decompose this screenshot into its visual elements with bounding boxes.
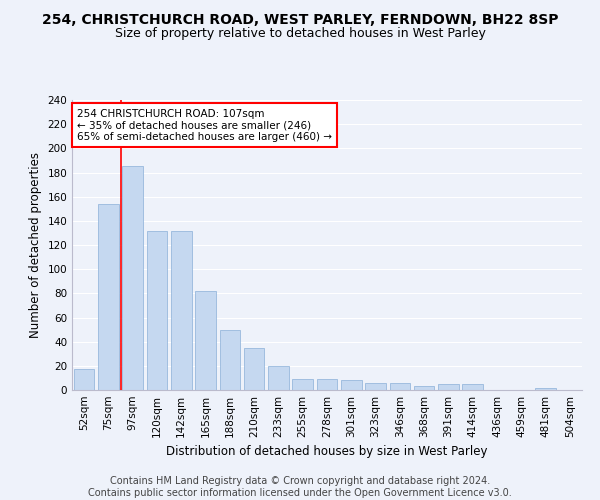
Bar <box>244 348 265 390</box>
Bar <box>414 386 434 390</box>
Text: Size of property relative to detached houses in West Parley: Size of property relative to detached ho… <box>115 28 485 40</box>
Bar <box>122 166 143 390</box>
Bar <box>317 379 337 390</box>
Bar <box>146 230 167 390</box>
Bar <box>535 388 556 390</box>
Bar <box>463 384 483 390</box>
Bar <box>268 366 289 390</box>
Bar <box>389 383 410 390</box>
Text: 254 CHRISTCHURCH ROAD: 107sqm
← 35% of detached houses are smaller (246)
65% of : 254 CHRISTCHURCH ROAD: 107sqm ← 35% of d… <box>77 108 332 142</box>
Bar <box>220 330 240 390</box>
Bar <box>171 230 191 390</box>
Bar <box>341 380 362 390</box>
X-axis label: Distribution of detached houses by size in West Parley: Distribution of detached houses by size … <box>166 446 488 458</box>
Bar <box>195 291 216 390</box>
Bar <box>292 379 313 390</box>
Y-axis label: Number of detached properties: Number of detached properties <box>29 152 42 338</box>
Text: 254, CHRISTCHURCH ROAD, WEST PARLEY, FERNDOWN, BH22 8SP: 254, CHRISTCHURCH ROAD, WEST PARLEY, FER… <box>42 12 558 26</box>
Bar <box>74 370 94 390</box>
Bar <box>98 204 119 390</box>
Bar <box>365 383 386 390</box>
Bar <box>438 384 459 390</box>
Text: Contains HM Land Registry data © Crown copyright and database right 2024.
Contai: Contains HM Land Registry data © Crown c… <box>88 476 512 498</box>
